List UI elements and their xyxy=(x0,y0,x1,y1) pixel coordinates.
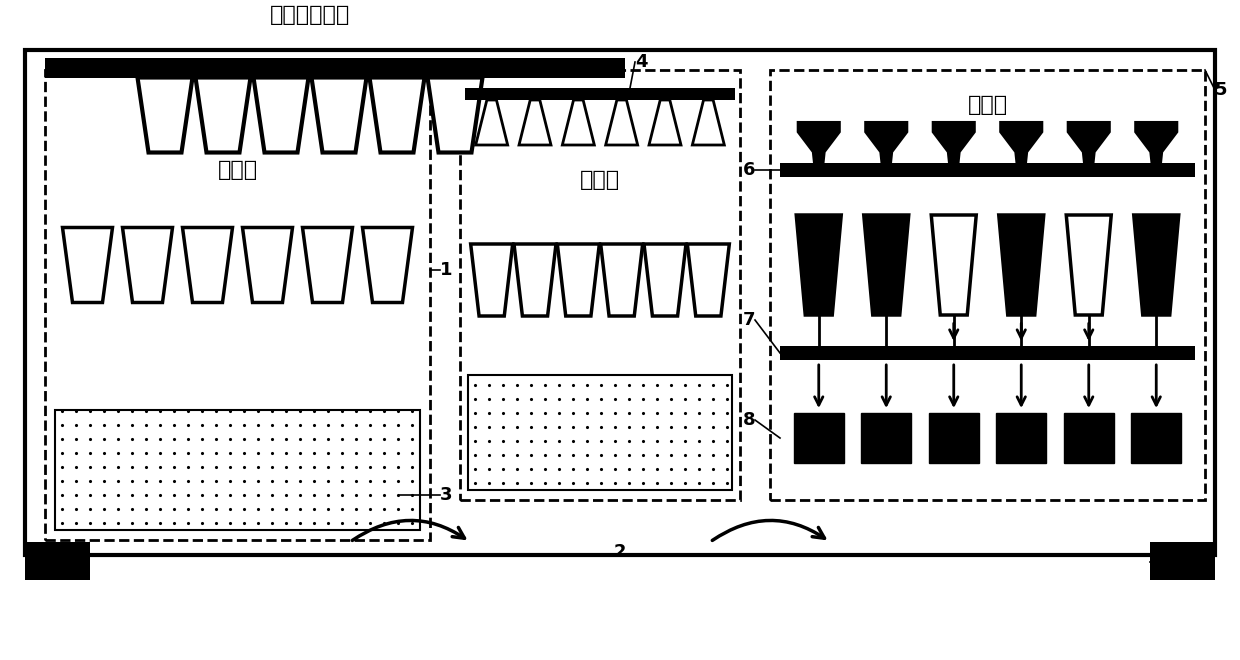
FancyBboxPatch shape xyxy=(25,542,91,580)
Polygon shape xyxy=(998,215,1044,315)
Polygon shape xyxy=(311,77,367,152)
Polygon shape xyxy=(692,100,724,145)
FancyBboxPatch shape xyxy=(1131,413,1182,463)
FancyBboxPatch shape xyxy=(996,413,1047,463)
Polygon shape xyxy=(866,122,908,172)
Text: 2: 2 xyxy=(614,543,626,561)
Polygon shape xyxy=(253,77,309,152)
Polygon shape xyxy=(796,215,841,315)
Polygon shape xyxy=(476,100,507,145)
FancyBboxPatch shape xyxy=(780,346,1195,360)
Polygon shape xyxy=(515,244,556,316)
Text: 1: 1 xyxy=(440,261,453,279)
Polygon shape xyxy=(864,215,909,315)
Polygon shape xyxy=(1068,122,1110,172)
Polygon shape xyxy=(471,244,512,316)
Polygon shape xyxy=(1001,122,1043,172)
Polygon shape xyxy=(196,77,250,152)
FancyBboxPatch shape xyxy=(467,375,732,490)
Polygon shape xyxy=(644,244,686,316)
Text: 6: 6 xyxy=(743,161,755,179)
FancyBboxPatch shape xyxy=(25,50,1215,555)
FancyBboxPatch shape xyxy=(780,163,1195,177)
Polygon shape xyxy=(649,100,681,145)
Polygon shape xyxy=(428,77,482,152)
FancyBboxPatch shape xyxy=(794,413,843,463)
FancyBboxPatch shape xyxy=(55,410,420,530)
FancyBboxPatch shape xyxy=(45,70,430,540)
Polygon shape xyxy=(600,244,642,316)
FancyBboxPatch shape xyxy=(1149,542,1215,580)
Polygon shape xyxy=(520,100,551,145)
Text: 检测区: 检测区 xyxy=(967,95,1008,115)
FancyBboxPatch shape xyxy=(460,70,740,500)
Polygon shape xyxy=(687,244,729,316)
Text: 10: 10 xyxy=(30,556,55,574)
FancyBboxPatch shape xyxy=(929,413,978,463)
Polygon shape xyxy=(243,228,293,302)
Polygon shape xyxy=(1133,215,1179,315)
FancyBboxPatch shape xyxy=(862,413,911,463)
Polygon shape xyxy=(370,77,424,152)
Polygon shape xyxy=(362,228,413,302)
Text: 4: 4 xyxy=(635,53,647,71)
Polygon shape xyxy=(182,228,233,302)
Text: 灭活区: 灭活区 xyxy=(217,160,258,180)
Polygon shape xyxy=(562,100,594,145)
FancyBboxPatch shape xyxy=(45,58,625,78)
Polygon shape xyxy=(62,228,113,302)
Polygon shape xyxy=(138,77,192,152)
Text: 待测样本阵列: 待测样本阵列 xyxy=(270,5,350,25)
Text: 扩增区: 扩增区 xyxy=(580,170,620,190)
Polygon shape xyxy=(797,122,839,172)
FancyBboxPatch shape xyxy=(770,70,1205,500)
FancyBboxPatch shape xyxy=(1064,413,1114,463)
Text: 8: 8 xyxy=(743,411,755,429)
FancyBboxPatch shape xyxy=(465,88,735,100)
Polygon shape xyxy=(932,122,975,172)
Text: 5: 5 xyxy=(1215,81,1228,99)
Polygon shape xyxy=(605,100,637,145)
Polygon shape xyxy=(1136,122,1177,172)
Text: 9: 9 xyxy=(1149,556,1163,574)
Polygon shape xyxy=(303,228,352,302)
Polygon shape xyxy=(1066,215,1111,315)
Polygon shape xyxy=(931,215,976,315)
Text: 3: 3 xyxy=(440,486,453,504)
Text: 7: 7 xyxy=(743,311,755,329)
Polygon shape xyxy=(557,244,599,316)
Polygon shape xyxy=(123,228,172,302)
